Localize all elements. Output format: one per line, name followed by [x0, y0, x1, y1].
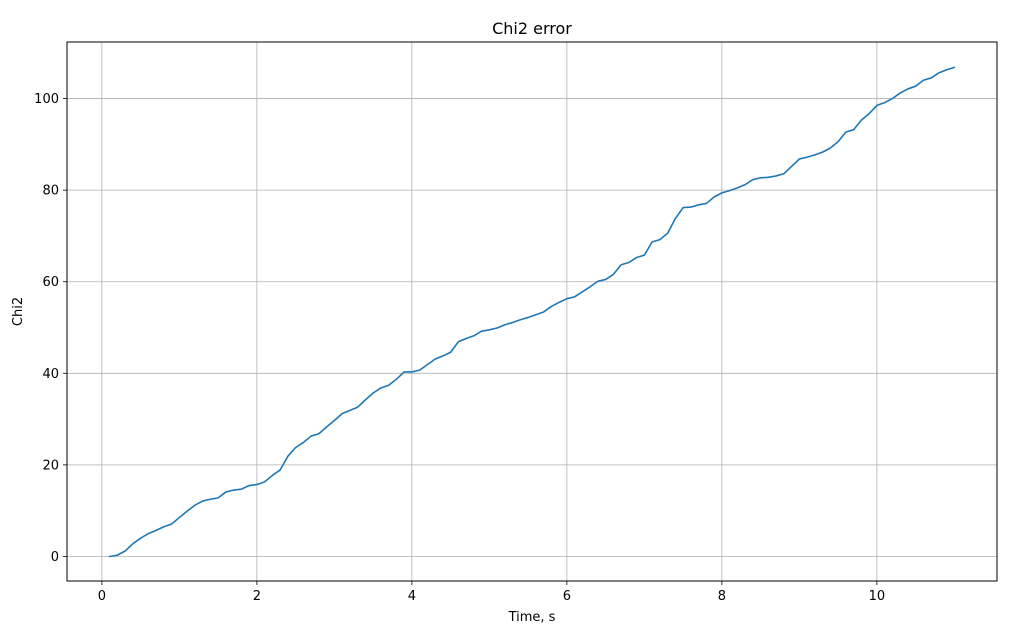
- series-layer: [108, 66, 956, 558]
- x-tick-label: 2: [253, 589, 261, 604]
- x-tick-label: 4: [408, 589, 416, 604]
- y-tick-label: 100: [34, 92, 59, 107]
- y-tick-label: 80: [42, 184, 59, 199]
- y-tick-label: 60: [42, 275, 59, 290]
- x-tick-label: 10: [869, 589, 886, 604]
- grid: [67, 42, 997, 581]
- series-line: [108, 66, 956, 558]
- x-tick-label: 0: [98, 589, 106, 604]
- x-axis-label: Time, s: [508, 610, 556, 625]
- plot-frame: [66, 41, 998, 582]
- y-axis-label: Chi2: [11, 297, 26, 326]
- y-tick-label: 40: [42, 367, 59, 382]
- x-tick-label: 6: [563, 589, 571, 604]
- y-tick-label: 20: [42, 458, 59, 473]
- chart-title: Chi2 error: [492, 19, 572, 38]
- y-tick-label: 0: [51, 550, 59, 565]
- x-tick-label: 8: [718, 589, 726, 604]
